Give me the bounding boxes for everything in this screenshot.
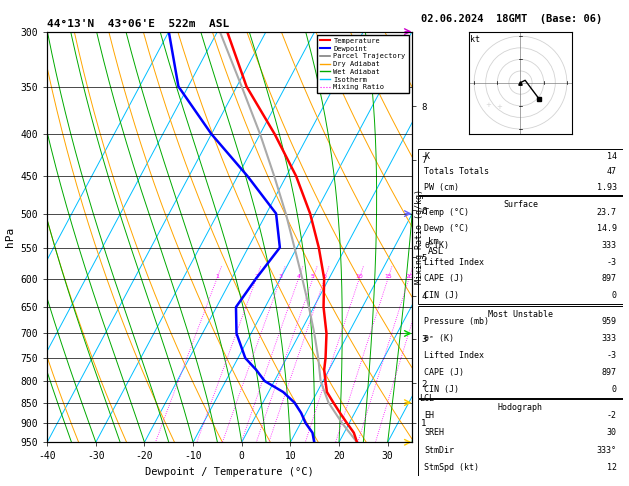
Text: Lifted Index: Lifted Index: [425, 258, 484, 267]
Text: +: +: [497, 104, 503, 110]
X-axis label: Dewpoint / Temperature (°C): Dewpoint / Temperature (°C): [145, 467, 314, 477]
Text: kt: kt: [470, 35, 481, 44]
Text: 333: 333: [601, 334, 616, 343]
Text: 20: 20: [405, 274, 413, 278]
Text: 47: 47: [606, 167, 616, 176]
Text: 0: 0: [611, 385, 616, 394]
Text: Temp (°C): Temp (°C): [425, 208, 469, 217]
Text: CIN (J): CIN (J): [425, 291, 459, 300]
Text: EH: EH: [425, 411, 435, 420]
Text: -2: -2: [606, 411, 616, 420]
Text: 2: 2: [254, 274, 259, 278]
Text: CAPE (J): CAPE (J): [425, 368, 464, 377]
Text: 14: 14: [606, 152, 616, 161]
Text: θᵉ (K): θᵉ (K): [425, 334, 454, 343]
Text: 333: 333: [601, 241, 616, 250]
Text: 3: 3: [279, 274, 282, 278]
Text: -3: -3: [606, 258, 616, 267]
Bar: [418, 149, 623, 195]
Text: 959: 959: [601, 317, 616, 326]
Bar: [418, 399, 623, 476]
Y-axis label: hPa: hPa: [5, 227, 15, 247]
Text: 5: 5: [311, 274, 314, 278]
Text: PW (cm): PW (cm): [425, 183, 459, 191]
Text: Surface: Surface: [503, 200, 538, 209]
Text: StmDir: StmDir: [425, 446, 454, 455]
Text: K: K: [425, 152, 430, 161]
Text: Pressure (mb): Pressure (mb): [425, 317, 489, 326]
Text: Lifted Index: Lifted Index: [425, 351, 484, 360]
Text: -3: -3: [606, 351, 616, 360]
Text: 6: 6: [323, 274, 326, 278]
Text: Hodograph: Hodograph: [498, 403, 543, 413]
Text: 10: 10: [355, 274, 363, 278]
Text: 0: 0: [611, 291, 616, 300]
Text: LCL: LCL: [420, 394, 434, 403]
Legend: Temperature, Dewpoint, Parcel Trajectory, Dry Adiabat, Wet Adiabat, Isotherm, Mi: Temperature, Dewpoint, Parcel Trajectory…: [317, 35, 408, 93]
Text: 02.06.2024  18GMT  (Base: 06): 02.06.2024 18GMT (Base: 06): [421, 14, 603, 24]
Bar: [418, 196, 623, 304]
Text: +: +: [485, 102, 491, 108]
Y-axis label: km
ASL: km ASL: [428, 237, 444, 256]
Text: StmSpd (kt): StmSpd (kt): [425, 463, 479, 472]
Text: SREH: SREH: [425, 428, 445, 437]
Text: 1.93: 1.93: [596, 183, 616, 191]
Text: 4: 4: [296, 274, 301, 278]
Text: Totals Totals: Totals Totals: [425, 167, 489, 176]
Text: 1: 1: [215, 274, 219, 278]
Text: 897: 897: [601, 275, 616, 283]
Text: 23.7: 23.7: [596, 208, 616, 217]
Text: Dewp (°C): Dewp (°C): [425, 225, 469, 233]
Bar: [418, 306, 623, 398]
Text: CIN (J): CIN (J): [425, 385, 459, 394]
Text: CAPE (J): CAPE (J): [425, 275, 464, 283]
Text: 14.9: 14.9: [596, 225, 616, 233]
Text: 897: 897: [601, 368, 616, 377]
Text: 333°: 333°: [596, 446, 616, 455]
Text: θᵉ(K): θᵉ(K): [425, 241, 449, 250]
Text: 44°13'N  43°06'E  522m  ASL: 44°13'N 43°06'E 522m ASL: [47, 19, 230, 30]
Text: Mixing Ratio (g/kg): Mixing Ratio (g/kg): [415, 190, 424, 284]
Text: 15: 15: [384, 274, 392, 278]
Text: Most Unstable: Most Unstable: [488, 310, 553, 319]
Text: 30: 30: [606, 428, 616, 437]
Text: 12: 12: [606, 463, 616, 472]
